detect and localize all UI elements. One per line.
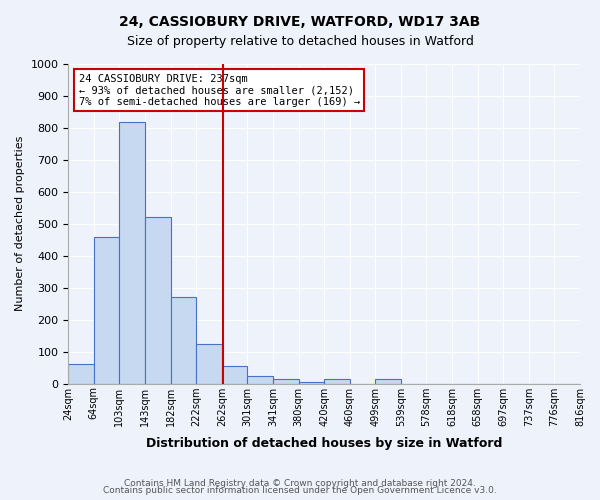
X-axis label: Distribution of detached houses by size in Watford: Distribution of detached houses by size … [146,437,502,450]
Y-axis label: Number of detached properties: Number of detached properties [15,136,25,312]
Bar [68,364,94,384]
Bar [170,298,196,384]
Bar [299,382,324,384]
Bar [222,366,247,384]
Text: Contains HM Land Registry data © Crown copyright and database right 2024.: Contains HM Land Registry data © Crown c… [124,478,476,488]
Text: Size of property relative to detached houses in Watford: Size of property relative to detached ho… [127,35,473,48]
Bar [247,376,273,384]
Text: 24, CASSIOBURY DRIVE, WATFORD, WD17 3AB: 24, CASSIOBURY DRIVE, WATFORD, WD17 3AB [119,15,481,29]
Bar [376,379,401,384]
Bar [273,379,299,384]
Bar [196,344,222,384]
Bar [324,379,350,384]
Text: Contains public sector information licensed under the Open Government Licence v3: Contains public sector information licen… [103,486,497,495]
Bar [145,218,170,384]
Bar [94,236,119,384]
Text: 24 CASSIOBURY DRIVE: 237sqm
← 93% of detached houses are smaller (2,152)
7% of s: 24 CASSIOBURY DRIVE: 237sqm ← 93% of det… [79,74,360,107]
Bar [119,122,145,384]
